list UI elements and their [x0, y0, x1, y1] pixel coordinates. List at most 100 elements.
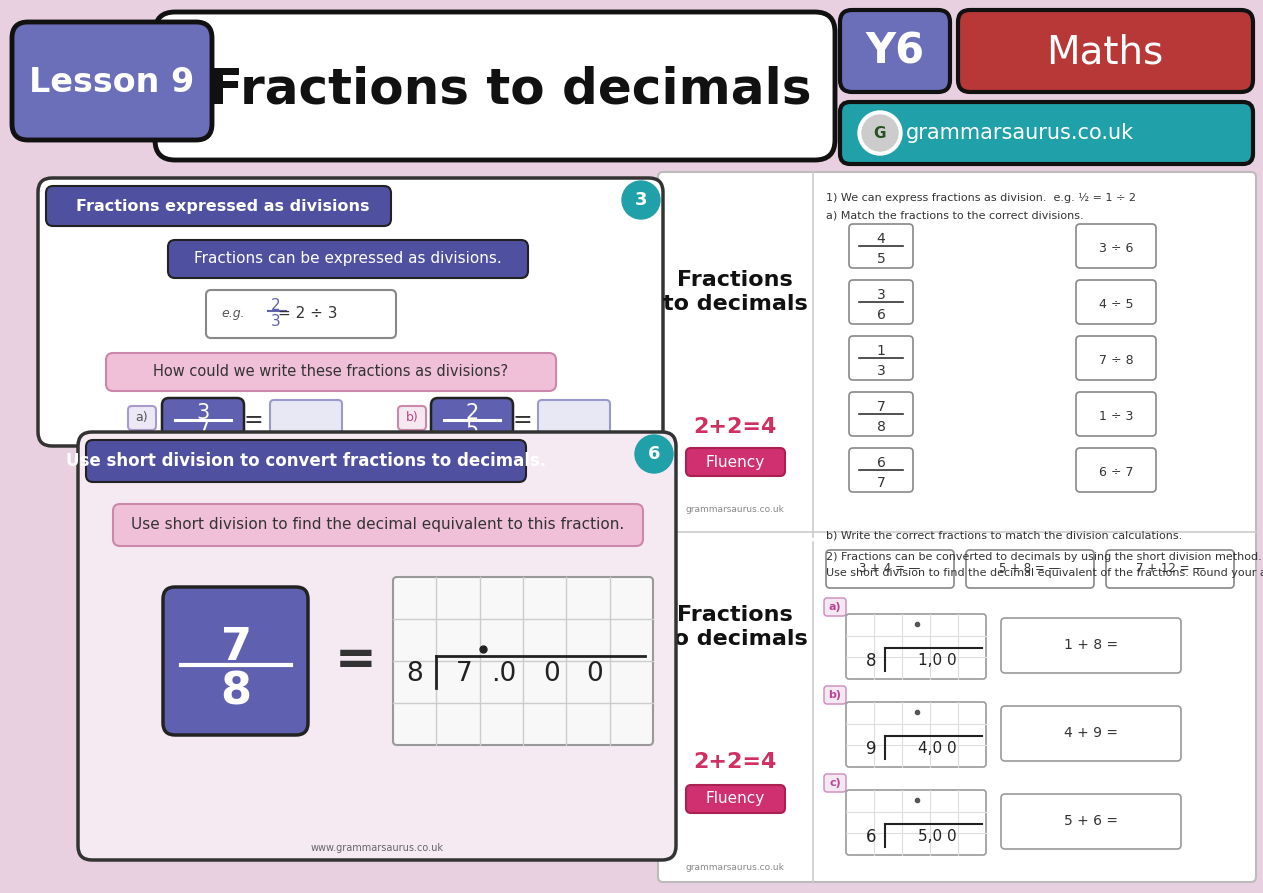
- Text: 2: 2: [272, 297, 280, 313]
- Text: b): b): [405, 412, 418, 424]
- Text: grammarsaurus.co.uk: grammarsaurus.co.uk: [686, 863, 784, 872]
- Text: e.g.: e.g.: [221, 307, 245, 321]
- Text: 7: 7: [456, 662, 472, 688]
- Text: 3: 3: [635, 191, 647, 209]
- Text: 2+2=4: 2+2=4: [693, 417, 777, 437]
- Text: 4 ÷ 5: 4 ÷ 5: [1099, 297, 1133, 311]
- Text: 2+2=4: 2+2=4: [693, 752, 777, 772]
- FancyBboxPatch shape: [849, 224, 913, 268]
- FancyBboxPatch shape: [849, 448, 913, 492]
- Text: 7: 7: [877, 400, 885, 414]
- FancyBboxPatch shape: [686, 785, 786, 813]
- Text: Fractions
to decimals: Fractions to decimals: [663, 605, 807, 648]
- Text: Use short division to find the decimal equivalent of the fractions. Round your a: Use short division to find the decimal e…: [826, 568, 1263, 578]
- Text: c): c): [829, 778, 841, 788]
- Text: 4,0 0: 4,0 0: [918, 741, 956, 756]
- FancyBboxPatch shape: [206, 290, 397, 338]
- Text: 7: 7: [221, 625, 251, 669]
- Text: 9: 9: [866, 739, 877, 758]
- Text: =: =: [335, 636, 376, 684]
- FancyBboxPatch shape: [823, 598, 846, 616]
- Text: 2: 2: [465, 403, 479, 423]
- Text: grammarsaurus.co.uk: grammarsaurus.co.uk: [686, 505, 784, 513]
- FancyBboxPatch shape: [846, 702, 986, 767]
- FancyBboxPatch shape: [1076, 336, 1156, 380]
- Text: 7: 7: [196, 420, 210, 440]
- Text: 2) Fractions can be converted to decimals by using the short division method.: 2) Fractions can be converted to decimal…: [826, 552, 1262, 562]
- Text: 7 ÷ 8: 7 ÷ 8: [1099, 354, 1133, 366]
- Text: 5: 5: [465, 420, 479, 440]
- Text: 6: 6: [648, 445, 661, 463]
- Text: 6: 6: [877, 308, 885, 322]
- Text: 1 + 8 =: 1 + 8 =: [1063, 638, 1118, 652]
- FancyBboxPatch shape: [846, 614, 986, 679]
- FancyBboxPatch shape: [966, 550, 1094, 588]
- FancyBboxPatch shape: [1002, 706, 1181, 761]
- Text: 8: 8: [866, 652, 877, 670]
- Text: 6 ÷ 7: 6 ÷ 7: [1099, 465, 1133, 479]
- Text: 6: 6: [877, 456, 885, 470]
- Text: 5,0 0: 5,0 0: [918, 830, 956, 844]
- Text: =: =: [512, 408, 532, 432]
- Circle shape: [863, 115, 898, 151]
- FancyBboxPatch shape: [13, 22, 212, 140]
- Text: grammarsaurus.co.uk: grammarsaurus.co.uk: [906, 123, 1134, 143]
- Text: 8: 8: [407, 662, 423, 688]
- Text: 1 ÷ 3: 1 ÷ 3: [1099, 410, 1133, 422]
- Text: www.grammarsaurus.co.uk: www.grammarsaurus.co.uk: [311, 843, 443, 853]
- Text: Y6: Y6: [865, 31, 925, 73]
- Text: 1) We can express fractions as division.  e.g. ½ = 1 ÷ 2: 1) We can express fractions as division.…: [826, 193, 1135, 203]
- Text: a): a): [829, 602, 841, 612]
- Text: 3: 3: [272, 313, 280, 329]
- Text: .0: .0: [491, 662, 517, 688]
- Text: b) Write the correct fractions to match the division calculations.: b) Write the correct fractions to match …: [826, 531, 1182, 541]
- FancyBboxPatch shape: [1076, 392, 1156, 436]
- FancyBboxPatch shape: [658, 172, 1255, 882]
- FancyBboxPatch shape: [38, 178, 663, 446]
- Text: Fluency: Fluency: [705, 455, 764, 470]
- FancyBboxPatch shape: [1002, 794, 1181, 849]
- FancyBboxPatch shape: [846, 790, 986, 855]
- FancyBboxPatch shape: [1076, 224, 1156, 268]
- Text: Fractions expressed as divisions: Fractions expressed as divisions: [76, 198, 370, 213]
- FancyBboxPatch shape: [106, 353, 556, 391]
- FancyBboxPatch shape: [393, 577, 653, 745]
- FancyBboxPatch shape: [155, 12, 835, 160]
- Text: G: G: [874, 126, 887, 140]
- Text: 3: 3: [877, 288, 885, 302]
- FancyBboxPatch shape: [959, 10, 1253, 92]
- FancyBboxPatch shape: [1002, 618, 1181, 673]
- Text: Fractions
to decimals: Fractions to decimals: [663, 271, 807, 313]
- FancyBboxPatch shape: [1076, 280, 1156, 324]
- FancyBboxPatch shape: [163, 587, 308, 735]
- Text: Maths: Maths: [1046, 33, 1163, 71]
- FancyBboxPatch shape: [45, 186, 392, 226]
- FancyBboxPatch shape: [1106, 550, 1234, 588]
- Text: Fractions to decimals: Fractions to decimals: [208, 66, 811, 114]
- FancyBboxPatch shape: [686, 448, 786, 476]
- Text: 8: 8: [221, 671, 251, 714]
- Text: 6: 6: [866, 828, 877, 846]
- Text: 3: 3: [196, 403, 210, 423]
- FancyBboxPatch shape: [538, 400, 610, 440]
- Text: 3 + 4 = —: 3 + 4 = —: [859, 563, 921, 575]
- FancyBboxPatch shape: [431, 398, 513, 442]
- Text: 5 + 8 = —: 5 + 8 = —: [999, 563, 1061, 575]
- FancyBboxPatch shape: [162, 398, 244, 442]
- Text: Fractions can be expressed as divisions.: Fractions can be expressed as divisions.: [195, 252, 501, 266]
- FancyBboxPatch shape: [270, 400, 342, 440]
- Text: 7: 7: [877, 476, 885, 490]
- Circle shape: [621, 181, 661, 219]
- Text: = 2 ÷ 3: = 2 ÷ 3: [278, 305, 337, 321]
- FancyBboxPatch shape: [826, 550, 954, 588]
- FancyBboxPatch shape: [840, 102, 1253, 164]
- Text: 5: 5: [877, 252, 885, 266]
- FancyBboxPatch shape: [1076, 448, 1156, 492]
- Text: 1: 1: [877, 344, 885, 358]
- Text: 3: 3: [877, 364, 885, 378]
- FancyBboxPatch shape: [86, 440, 525, 482]
- Text: 4: 4: [877, 232, 885, 246]
- Text: How could we write these fractions as divisions?: How could we write these fractions as di…: [153, 364, 509, 380]
- FancyBboxPatch shape: [849, 336, 913, 380]
- Text: 5 + 6 =: 5 + 6 =: [1063, 814, 1118, 828]
